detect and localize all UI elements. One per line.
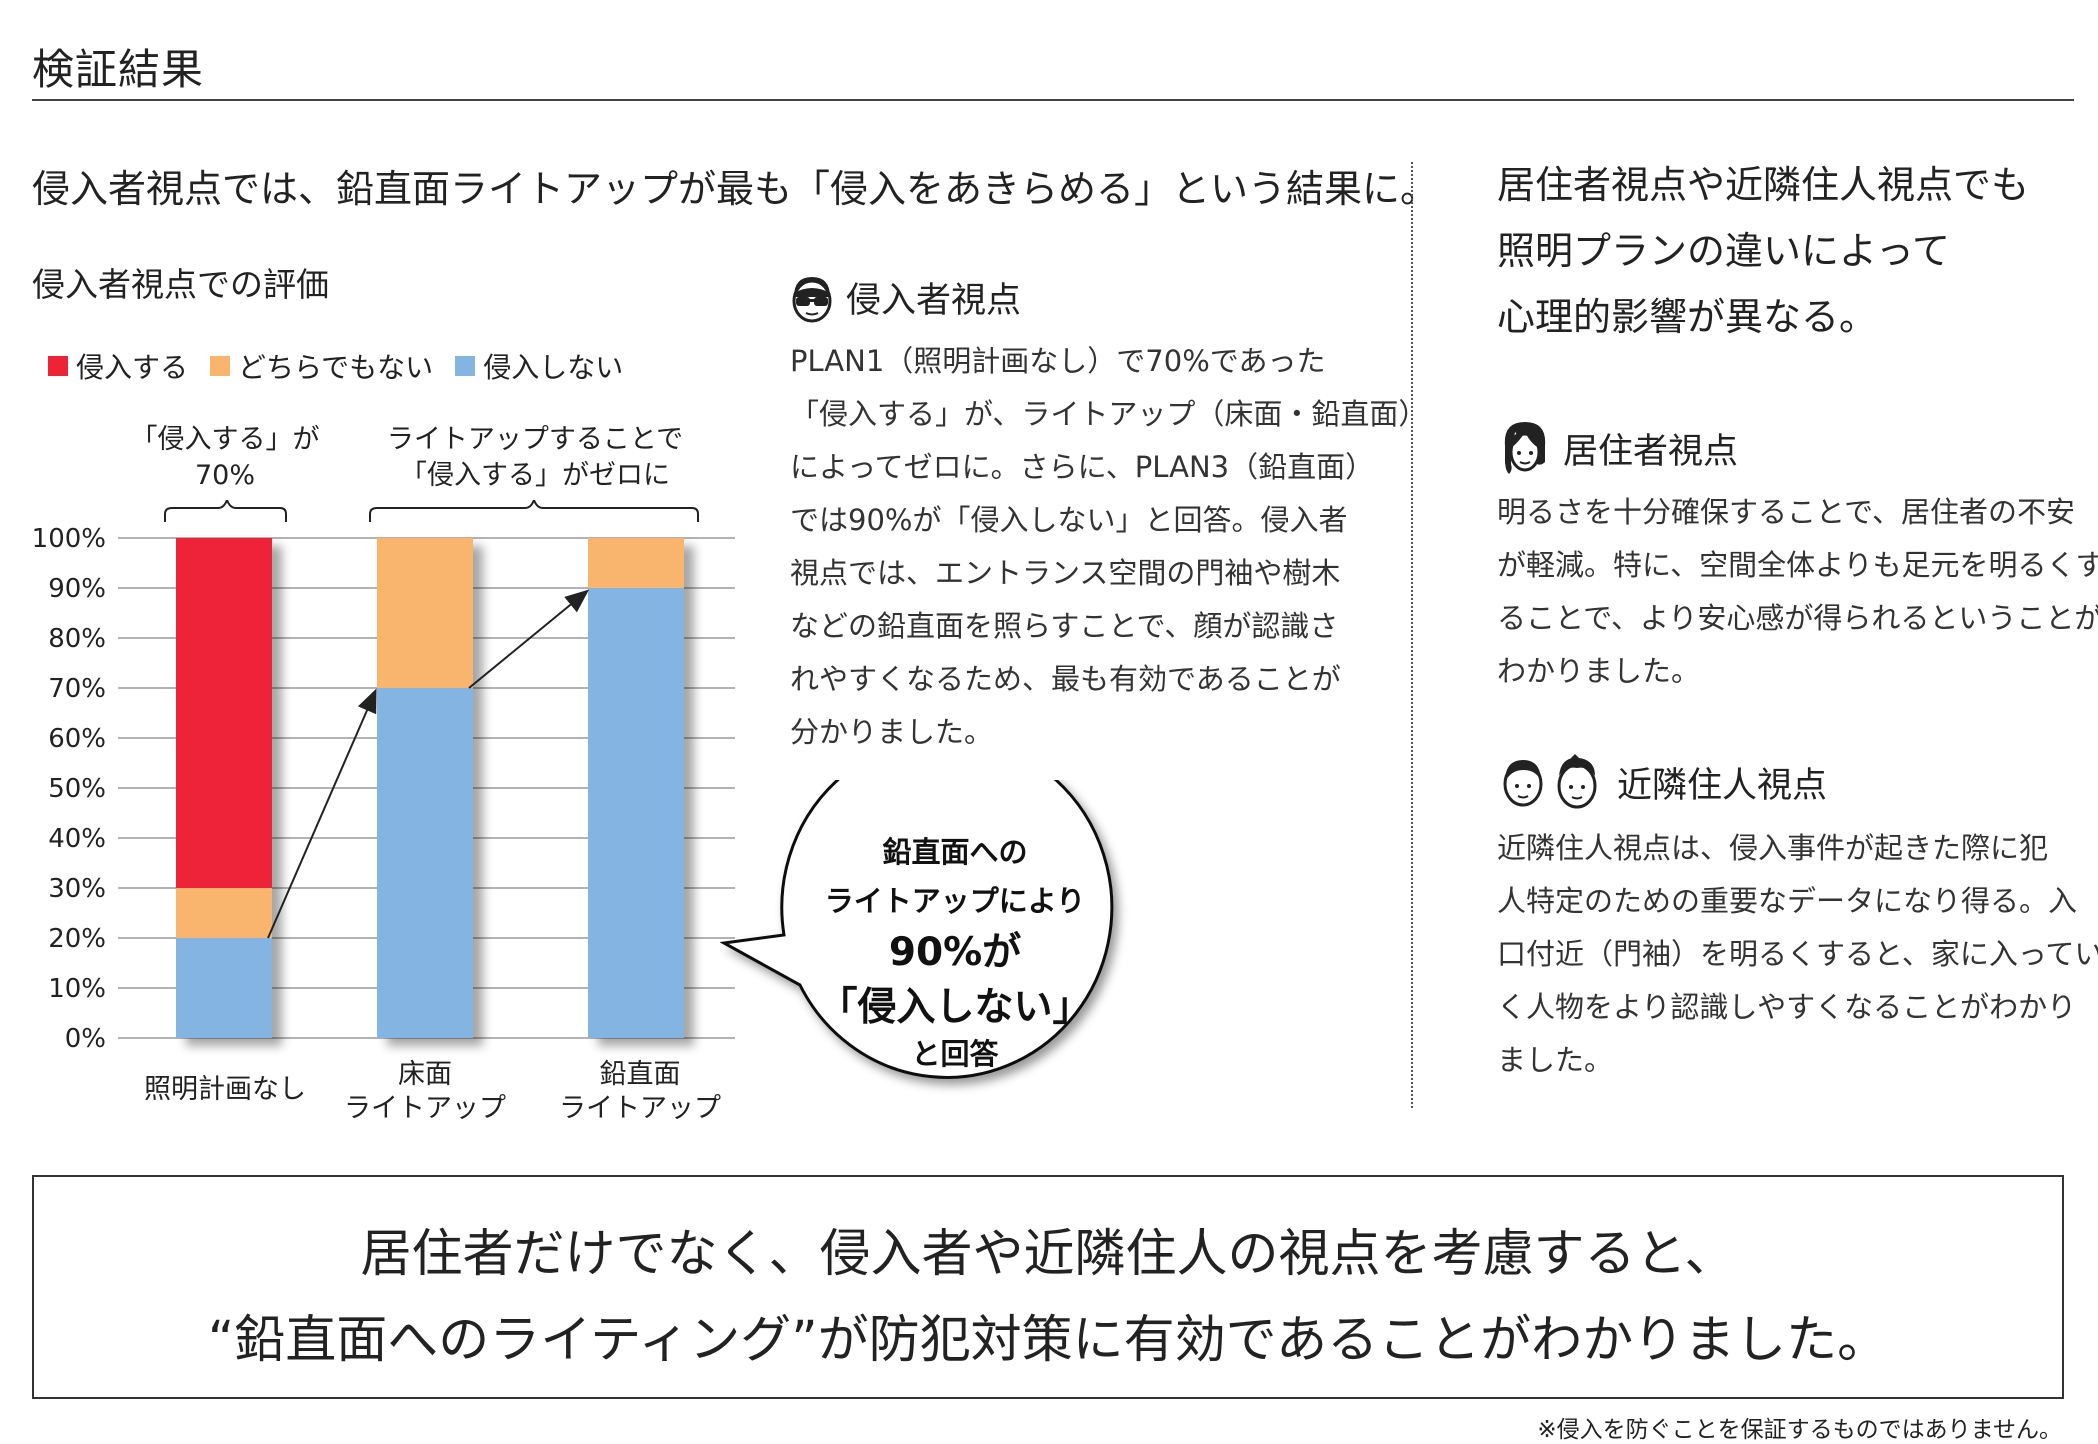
brace-left <box>164 500 287 522</box>
neighbor-heading-label: 近隣住人視点 <box>1617 765 1828 806</box>
y-tick-label: 30% <box>48 874 106 904</box>
y-tick-label: 100% <box>32 524 106 554</box>
resident-line: わかりました。 <box>1497 654 1701 688</box>
x-label-line: 照明計画なし <box>144 1074 306 1105</box>
annotation-lightup-zero: ライトアップすることで 「侵入する」がゼロに <box>340 422 730 494</box>
legend-label: どちらでもない <box>238 351 434 384</box>
neighbor-line: く人物をより認識しやすくなることがわかり <box>1497 990 2077 1024</box>
intruder-line: 「侵入する」が、ライトアップ（床面・鉛直面） <box>790 397 1428 431</box>
neighbors-couple-icon <box>1503 754 1597 809</box>
bar-segment <box>588 588 684 1038</box>
bar-segment <box>377 688 473 1038</box>
x-label-no-lighting: 照明計画なし <box>130 1073 320 1107</box>
legend-swatch <box>455 356 476 376</box>
resident-description: 明るさを十分確保することで、居住者の不安 が軽減。特に、空間全体よりも足元を明る… <box>1497 486 2098 698</box>
resident-woman-icon <box>1504 422 1546 474</box>
intruder-line: によってゼロに。さらに、PLAN3（鉛直面） <box>790 450 1375 484</box>
y-tick-label: 20% <box>48 924 106 954</box>
conclusion-box <box>32 1175 2064 1399</box>
resident-heading-label: 居住者視点 <box>1563 431 1739 472</box>
x-label-line: ライトアップ <box>344 1093 506 1124</box>
bar-segment <box>588 538 684 588</box>
chart-legend: 侵入する どちらでもない 侵入しない <box>48 346 623 386</box>
bar-segment <box>176 538 272 888</box>
trend-arrow <box>267 688 377 939</box>
page-title: 検証結果 <box>32 45 205 94</box>
annotation-line: 70% <box>194 460 255 491</box>
bubble-line: 鉛直面への <box>882 835 1028 869</box>
bar-stack <box>588 538 684 1038</box>
neighbor-line: 近隣住人視点は、侵入事件が起きた際に犯 <box>1497 831 2049 865</box>
legend-label: 侵入する <box>76 351 189 384</box>
x-label-line: 床面 <box>398 1059 452 1090</box>
resident-line: ることで、より安心感が得られるということが <box>1497 601 2098 635</box>
intruder-line: れやすくなるため、最も有効であることが <box>790 662 1341 696</box>
neighbor-heading: 近隣住人視点 <box>1497 752 1827 812</box>
x-label-floor-lightup: 床面 ライトアップ <box>330 1058 520 1126</box>
y-tick-label: 10% <box>48 974 106 1004</box>
annotation-line: ライトアップすることで <box>386 424 684 455</box>
bar-stack <box>377 538 473 1038</box>
stacked-bar-chart: 0% 10% 20% 30% 40% 50% 60% 70% 80% 90% 100% <box>32 500 735 1054</box>
intruder-line: 視点では、エントランス空間の門袖や樹木 <box>790 556 1341 590</box>
intruder-line: 分かりました。 <box>790 715 994 749</box>
y-tick-label: 40% <box>48 824 106 854</box>
speech-bubble-text: 鉛直面への ライトアップにより 90%が 「侵入しない」 と回答 <box>785 826 1125 1074</box>
annotation-intrude-70: 「侵入する」が 70% <box>110 422 340 494</box>
bubble-line: 90%が <box>888 930 1022 975</box>
annotation-line: 「侵入する」がゼロに <box>400 460 670 491</box>
conclusion-line-2: “鉛直面へのライティング”が防犯対策に有効であることがわかりました。 <box>207 1311 1889 1370</box>
y-tick-label: 0% <box>65 1024 106 1054</box>
resident-heading: 居住者視点 <box>1497 418 1738 478</box>
bar-segment <box>176 888 272 938</box>
legend-swatch <box>48 356 68 376</box>
footnote: ※侵入を防ぐことを保証するものではありません。 <box>1537 1417 2062 1443</box>
intruder-heading-label: 侵入者視点 <box>846 281 1022 321</box>
y-tick-label: 50% <box>48 774 106 804</box>
neighbor-line: 口付近（門袖）を明るくすると、家に入ってい <box>1497 937 2098 971</box>
headline-right-line: 照明プランの違いによって <box>1497 229 1950 273</box>
y-tick-label: 70% <box>48 674 106 704</box>
y-tick-label: 60% <box>48 724 106 754</box>
title-divider <box>32 99 2074 101</box>
legend-label: 侵入しない <box>483 351 624 384</box>
bubble-line: と回答 <box>911 1037 999 1071</box>
y-tick-label: 90% <box>48 574 106 604</box>
neighbor-description: 近隣住人視点は、侵入事件が起きた際に犯 人特定のための重要なデータになり得る。入… <box>1497 822 2098 1087</box>
neighbor-line: ました。 <box>1497 1043 1614 1077</box>
resident-line: 明るさを十分確保することで、居住者の不安 <box>1497 495 2075 529</box>
legend-item: 侵入しない <box>455 346 623 386</box>
bar-segment <box>377 538 473 688</box>
speech-bubble <box>720 780 1114 1079</box>
brace-right <box>369 500 699 522</box>
intruder-sunglasses-icon <box>792 276 832 322</box>
legend-item: どちらでもない <box>210 346 433 386</box>
bubble-line: ライトアップにより <box>824 884 1086 918</box>
conclusion-line-1: 居住者だけでなく、侵入者や近隣住人の視点を考慮すると、 <box>360 1225 1736 1284</box>
bubble-line: 「侵入しない」 <box>818 985 1092 1030</box>
intruder-line: では90%が「侵入しない」と回答。侵入者 <box>790 503 1348 537</box>
column-divider <box>1411 162 1413 1108</box>
annotation-line: 「侵入する」が <box>130 424 320 455</box>
headline-residents: 居住者視点や近隣住人視点でも 照明プランの違いによって 心理的影響が異なる。 <box>1497 152 2029 350</box>
bar-stack <box>176 538 272 1038</box>
intruder-line: などの鉛直面を照らすことで、顔が認識さ <box>790 609 1339 643</box>
chart-title: 侵入者視点での評価 <box>32 265 329 304</box>
x-label-line: ライトアップ <box>559 1093 721 1124</box>
headline-right-line: 心理的影響が異なる。 <box>1497 295 1878 339</box>
intruder-heading: 侵入者視点 <box>788 272 1021 323</box>
intruder-description: PLAN1（照明計画なし）で70%であった 「侵入する」が、ライトアップ（床面・… <box>790 335 1427 759</box>
legend-swatch <box>210 356 231 376</box>
legend-item: 侵入する <box>48 346 188 386</box>
headline-right-line: 居住者視点や近隣住人視点でも <box>1497 163 2030 207</box>
neighbor-line: 人特定のための重要なデータになり得る。入 <box>1497 884 2078 918</box>
bar-segment <box>176 938 272 1038</box>
headline-intruder: 侵入者視点では、鉛直面ライトアップが最も「侵入をあきらめる」という結果に。 <box>32 167 1439 211</box>
intruder-line: PLAN1（照明計画なし）で70%であった <box>790 344 1326 378</box>
x-label-vertical-lightup: 鉛直面 ライトアップ <box>545 1058 735 1126</box>
trend-arrow <box>468 589 590 689</box>
y-tick-label: 80% <box>48 624 106 654</box>
resident-line: が軽減。特に、空間全体よりも足元を明るくす <box>1497 548 2098 582</box>
x-label-line: 鉛直面 <box>599 1059 681 1090</box>
